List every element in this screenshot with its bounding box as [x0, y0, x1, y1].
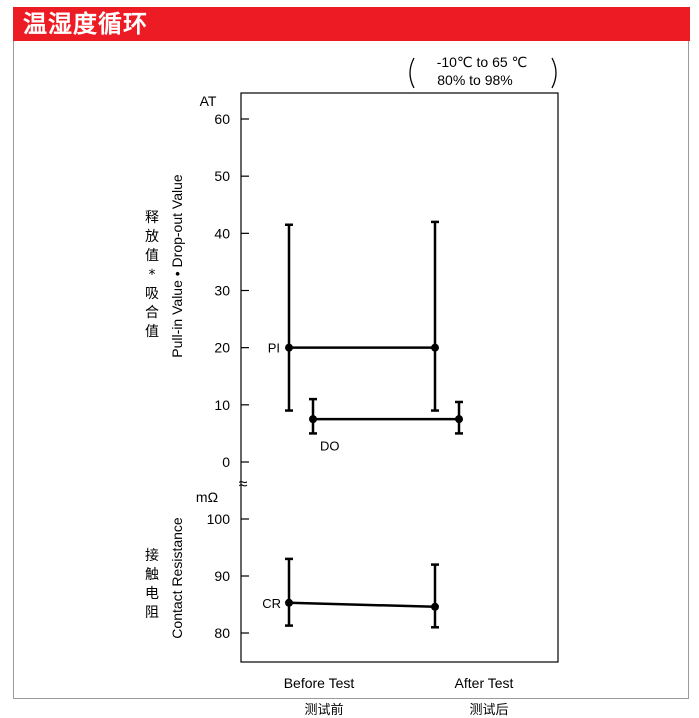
series-label-cr: CR	[262, 596, 281, 611]
lower-ylabel-cn-char: 触	[145, 567, 159, 583]
upper-unit-label: AT	[200, 93, 217, 109]
upper-ylabel-cn-char: 吸	[145, 286, 159, 302]
upper-ylabel-cn: 释放值*吸合值	[145, 210, 159, 340]
condition-temperature: -10℃ to 65 ℃	[437, 54, 528, 70]
axis-break-symbol: ≈	[239, 476, 248, 493]
upper-tick-label: 20	[214, 340, 230, 356]
upper-ylabel-cn-char: 合	[145, 305, 159, 321]
condition-left-bracket	[410, 58, 414, 88]
lower-ylabel-cn-char: 阻	[145, 605, 159, 621]
upper-ylabel-cn-char: 放	[145, 229, 159, 245]
series-layer: PI DO CR	[262, 222, 463, 627]
x-category-label-cn: 测试前	[304, 702, 343, 718]
upper-tick-label: 60	[214, 111, 230, 127]
data-point-pi	[431, 344, 439, 352]
series-line-cr	[289, 603, 435, 607]
x-axis-labels: Before Test After Test 测试前 测试后	[284, 675, 514, 718]
upper-tick-label: 50	[214, 168, 230, 184]
lower-ylabel-en: Contact Resistance	[169, 517, 185, 639]
data-point-do	[309, 415, 317, 423]
lower-tick-label: 100	[207, 511, 231, 527]
data-point-do	[455, 415, 463, 423]
upper-ylabel-cn-char: 值	[145, 324, 159, 340]
x-category-label-cn: 测试后	[469, 703, 508, 718]
lower-unit-label: mΩ	[196, 489, 218, 505]
x-category-label: After Test	[455, 675, 514, 691]
series-label-pi: PI	[268, 341, 280, 356]
data-point-cr	[285, 599, 293, 607]
upper-ylabel-cn-char: 值	[145, 248, 159, 264]
lower-ylabel-cn-char: 接	[145, 547, 159, 564]
upper-ylabel-en: Pull-in Value • Drop-out Value	[169, 174, 185, 358]
condition-right-bracket	[552, 58, 556, 88]
upper-tick-label: 40	[214, 225, 230, 241]
lower-ylabel-cn-char: 电	[145, 586, 159, 602]
y-axis-ticks: 0 10 20 30 40 50 60 80 90 100	[207, 111, 249, 641]
upper-ylabel-cn-char: 释	[145, 210, 159, 226]
data-point-pi	[285, 344, 293, 352]
upper-ylabel-cn-char: *	[149, 267, 156, 283]
series-label-do: DO	[320, 438, 340, 453]
lower-tick-label: 80	[214, 625, 230, 641]
condition-humidity: 80% to 98%	[437, 72, 513, 88]
x-category-label: Before Test	[284, 675, 355, 691]
upper-tick-label: 10	[214, 397, 230, 413]
data-point-cr	[431, 603, 439, 611]
upper-tick-label: 0	[222, 454, 230, 470]
upper-tick-label: 30	[214, 283, 230, 299]
lower-tick-label: 90	[214, 568, 230, 584]
